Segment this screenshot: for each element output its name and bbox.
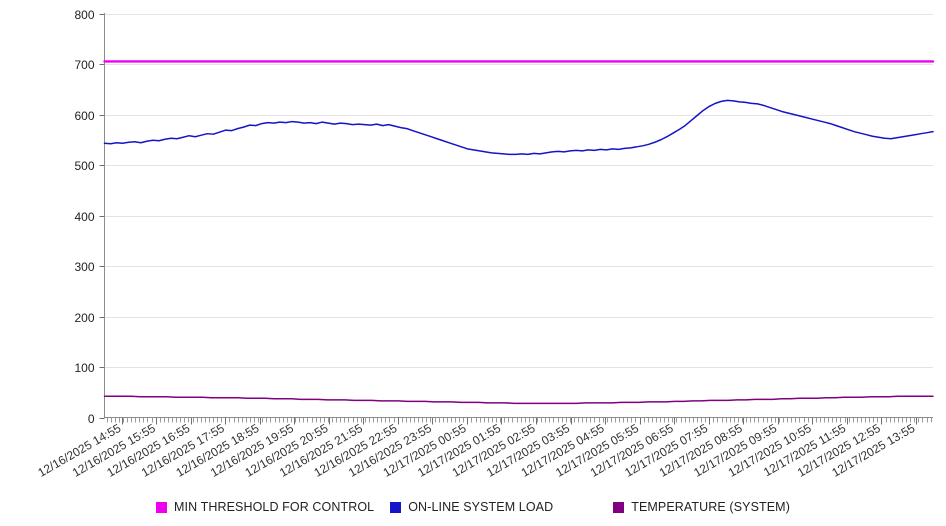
y-tick-label-0: 0 xyxy=(88,412,95,426)
y-tick-label-500: 500 xyxy=(74,159,94,173)
legend-item-online-system-load[interactable]: ON-LINE SYSTEM LOAD xyxy=(390,500,553,514)
legend-item-temperature-system[interactable]: TEMPERATURE (SYSTEM) xyxy=(613,500,790,514)
legend-label-min-threshold: MIN THRESHOLD FOR CONTROL xyxy=(174,500,375,514)
series-line-temperature-system xyxy=(103,395,934,405)
legend-swatch-online-system-load xyxy=(390,501,402,513)
y-axis-ticks-group: 0 100 200 300 400 500 600 700 800 xyxy=(74,8,105,426)
y-tick-label-300: 300 xyxy=(74,260,94,274)
y-tick-label-800: 800 xyxy=(74,8,94,22)
y-tick-label-400: 400 xyxy=(74,210,94,224)
series-line-on-line-system-load xyxy=(103,99,934,156)
y-tick-label-600: 600 xyxy=(74,109,94,123)
y-tick-label-200: 200 xyxy=(74,311,94,325)
legend-label-online-system-load: ON-LINE SYSTEM LOAD xyxy=(408,500,554,514)
legend-swatch-temperature-system xyxy=(613,501,625,513)
y-tick-label-700: 700 xyxy=(74,58,94,72)
series-group xyxy=(103,60,935,405)
y-tick-label-100: 100 xyxy=(74,361,94,375)
x-axis-ticks-group xyxy=(107,417,932,425)
legend-item-min-threshold[interactable]: MIN THRESHOLD FOR CONTROL xyxy=(156,500,374,514)
gridlines-group xyxy=(104,14,933,368)
legend-swatch-min-threshold xyxy=(156,501,168,513)
chart-legend: MIN THRESHOLD FOR CONTROL ON-LINE SYSTEM… xyxy=(0,496,946,518)
legend-label-temperature-system: TEMPERATURE (SYSTEM) xyxy=(631,500,790,514)
